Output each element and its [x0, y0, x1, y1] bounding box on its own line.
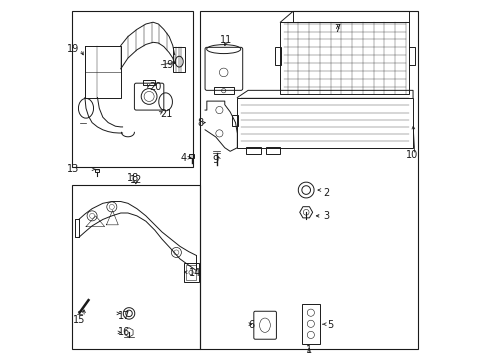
- Bar: [94, 168, 99, 172]
- Text: 19: 19: [67, 44, 80, 54]
- Bar: [143, 80, 155, 85]
- Bar: [72, 185, 199, 348]
- Text: 7: 7: [334, 24, 340, 35]
- Bar: [246, 147, 260, 154]
- Text: 12: 12: [129, 175, 142, 185]
- Bar: [214, 87, 233, 94]
- Bar: [199, 12, 418, 348]
- Text: 2: 2: [323, 188, 329, 198]
- Bar: [72, 12, 192, 167]
- Text: 15: 15: [73, 315, 85, 325]
- Text: 10: 10: [406, 150, 418, 160]
- Bar: [280, 22, 408, 94]
- Bar: [183, 263, 198, 282]
- Text: 21: 21: [160, 109, 172, 119]
- Bar: [265, 147, 280, 154]
- Text: 17: 17: [118, 311, 130, 321]
- Text: 18: 18: [126, 173, 139, 183]
- Text: 1: 1: [305, 345, 311, 355]
- Text: 11: 11: [220, 35, 232, 45]
- Text: 8: 8: [197, 118, 203, 128]
- Bar: [274, 47, 281, 65]
- Text: 16: 16: [118, 327, 130, 337]
- Text: 5: 5: [326, 320, 332, 330]
- Bar: [188, 154, 194, 158]
- Text: 4: 4: [181, 153, 187, 163]
- Bar: [301, 304, 319, 344]
- Bar: [85, 45, 121, 98]
- Text: 6: 6: [247, 320, 254, 330]
- Text: 9: 9: [212, 155, 219, 165]
- Bar: [185, 265, 196, 280]
- Bar: [172, 47, 185, 72]
- Text: 20: 20: [149, 82, 162, 92]
- Text: 14: 14: [188, 268, 201, 278]
- Text: 13: 13: [67, 164, 80, 174]
- Text: 3: 3: [323, 211, 329, 221]
- Bar: [237, 98, 412, 148]
- Text: 19: 19: [162, 60, 174, 70]
- Bar: [231, 116, 238, 126]
